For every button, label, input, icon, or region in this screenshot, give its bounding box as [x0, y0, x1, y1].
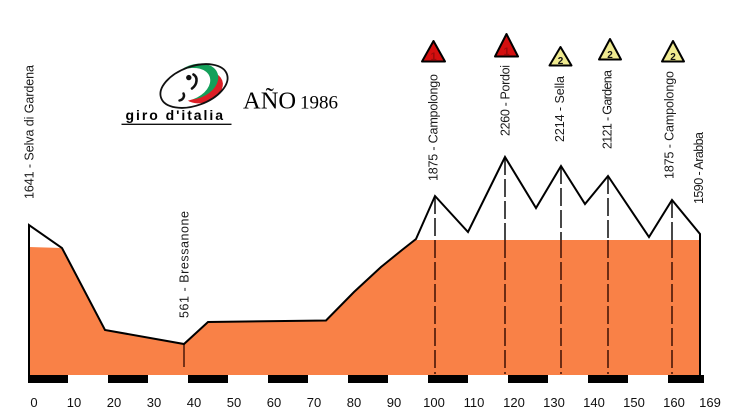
svg-text:2260 - Pordoi: 2260 - Pordoi	[499, 65, 513, 136]
svg-text:90: 90	[387, 395, 401, 410]
svg-text:160: 160	[663, 395, 685, 410]
svg-text:2: 2	[558, 56, 564, 67]
svg-text:40: 40	[187, 395, 201, 410]
svg-text:150: 150	[623, 395, 645, 410]
svg-text:1: 1	[430, 51, 436, 63]
svg-text:0: 0	[30, 395, 37, 410]
svg-text:giro d'italia: giro d'italia	[126, 107, 225, 123]
svg-text:1: 1	[503, 46, 509, 58]
svg-text:130: 130	[543, 395, 565, 410]
svg-text:10: 10	[67, 395, 81, 410]
svg-text:2121 - Gardena: 2121 - Gardena	[601, 70, 615, 149]
svg-text:60: 60	[267, 395, 281, 410]
svg-text:70: 70	[307, 395, 321, 410]
svg-text:1986: 1986	[300, 93, 338, 114]
svg-text:1875 - Campolongo: 1875 - Campolongo	[427, 74, 441, 181]
svg-text:30: 30	[147, 395, 161, 410]
svg-text:AÑO: AÑO	[243, 87, 296, 115]
svg-text:140: 140	[583, 395, 605, 410]
svg-text:20: 20	[107, 395, 121, 410]
svg-text:2: 2	[670, 52, 676, 63]
svg-text:169: 169	[699, 395, 721, 410]
svg-text:100: 100	[423, 395, 445, 410]
svg-text:80: 80	[347, 395, 361, 410]
svg-text:2214 - Sella: 2214 - Sella	[553, 76, 567, 142]
svg-text:50: 50	[227, 395, 241, 410]
svg-text:120: 120	[503, 395, 525, 410]
svg-text:561 - Bressanone: 561 - Bressanone	[178, 211, 192, 318]
svg-text:110: 110	[464, 395, 485, 410]
svg-text:1641 - Selva di Gardena: 1641 - Selva di Gardena	[23, 65, 37, 199]
svg-text:1875 - Campolongo: 1875 - Campolongo	[663, 71, 677, 179]
svg-text:2: 2	[607, 50, 613, 61]
svg-text:1590 - Arabba: 1590 - Arabba	[692, 132, 706, 204]
